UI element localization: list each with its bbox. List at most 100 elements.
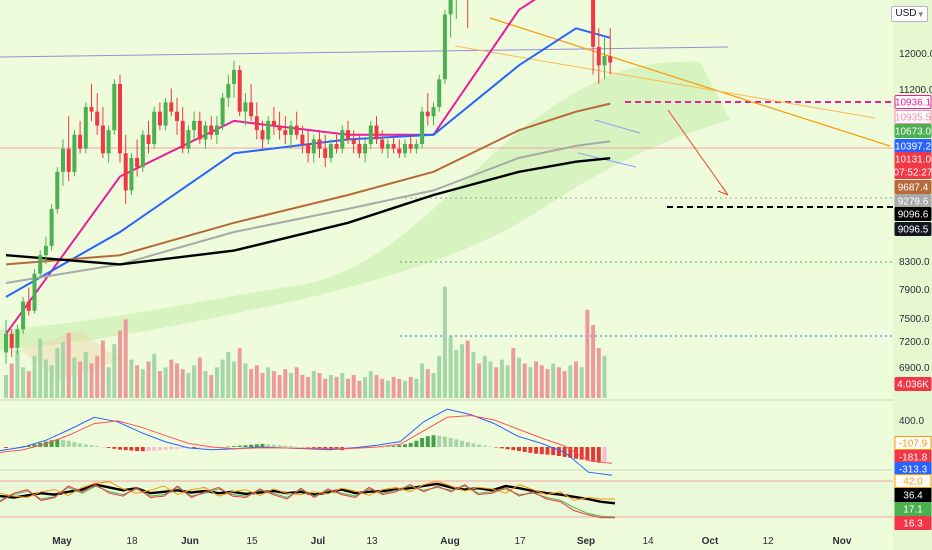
candle-body	[237, 69, 242, 112]
price-badge-label: 4.036K	[897, 380, 929, 391]
candle-body	[123, 153, 128, 191]
macd-badge-label: -181.8	[899, 453, 928, 464]
macd-histogram-bar	[596, 447, 601, 463]
macd-histogram-bar	[294, 446, 299, 448]
volume-bar	[568, 365, 573, 398]
volume-bar	[380, 378, 385, 398]
price-badge-label: 9279.6	[898, 197, 929, 208]
volume-bar	[289, 373, 293, 398]
volume-bar	[442, 286, 447, 398]
macd-histogram-bar	[140, 447, 145, 452]
volume-bar	[317, 373, 322, 398]
candle-body	[306, 144, 311, 154]
candle-body	[95, 111, 100, 126]
candle-body	[197, 120, 202, 140]
moving-average-line	[5, 102, 611, 266]
oscillator-badge-label: 17.1	[903, 505, 923, 516]
volume-bar	[556, 367, 561, 398]
price-badge	[894, 377, 932, 391]
macd-histogram-bar	[32, 444, 37, 447]
macd-histogram-bar	[157, 447, 162, 451]
macd-histogram-bar	[72, 442, 77, 447]
candle-body	[323, 148, 328, 158]
macd-histogram-bar	[260, 443, 265, 447]
macd-line	[0, 414, 613, 464]
price-badge	[894, 165, 932, 179]
candle-body	[129, 157, 134, 191]
volume-bar	[482, 355, 487, 398]
macd-histogram-bar	[83, 444, 88, 447]
volume-bar	[425, 369, 430, 398]
macd-histogram-bar	[123, 447, 128, 451]
time-axis-tick: 12	[762, 536, 774, 547]
macd-histogram-bar	[465, 442, 470, 447]
candle-body	[180, 120, 185, 149]
candle-body	[232, 69, 236, 84]
candle-body	[408, 144, 413, 149]
macd-histogram-bar	[568, 447, 573, 458]
price-badge	[894, 110, 932, 124]
volume-bar	[38, 338, 43, 398]
candle-body	[283, 130, 288, 135]
candle-body	[334, 144, 339, 149]
macd-histogram-bar	[163, 447, 168, 450]
price-badge-label: 9096.6	[898, 210, 929, 221]
candle-body	[391, 144, 396, 149]
macd-histogram-bar	[15, 447, 20, 448]
candle-body	[220, 97, 225, 126]
candle-body	[226, 83, 231, 98]
candle-body	[420, 111, 425, 145]
candle-body	[186, 130, 191, 149]
candle-body	[55, 171, 60, 209]
volume-bar	[26, 371, 31, 398]
candle-body	[112, 83, 117, 131]
volume-bar	[4, 374, 8, 398]
candle-body	[209, 125, 214, 135]
volume-bar	[140, 369, 145, 398]
macd-histogram-bar	[220, 447, 225, 448]
volume-bar	[61, 342, 65, 398]
volume-bar	[129, 359, 134, 398]
candle-body	[249, 102, 254, 117]
channel-line	[577, 152, 637, 168]
moving-average-line	[5, 140, 611, 284]
macd-histogram-bar	[55, 439, 60, 447]
macd-histogram-bar	[448, 438, 453, 447]
macd-histogram-bar	[283, 445, 288, 447]
volume-bar	[180, 369, 185, 398]
volume-bar	[43, 359, 48, 398]
candle-body	[289, 125, 293, 135]
moving-average-line	[5, 157, 611, 266]
macd-histogram-bar	[408, 442, 413, 447]
time-axis-tick: May	[52, 536, 72, 547]
volume-bar	[494, 367, 499, 398]
candle-body	[254, 116, 259, 131]
candle-body	[163, 102, 168, 126]
volume-bar	[477, 363, 482, 398]
time-axis-tick: 15	[246, 536, 258, 547]
candle-body	[300, 134, 305, 145]
candle-body	[100, 125, 105, 154]
macd-histogram-bar	[403, 444, 407, 447]
candle-body	[61, 148, 65, 172]
oscillator-badge	[894, 502, 932, 516]
volume-bar	[78, 361, 83, 398]
volume-bar	[357, 380, 362, 398]
currency-selector[interactable]: USD ▾	[891, 6, 928, 22]
macd-histogram-bar	[129, 447, 134, 451]
volume-bar	[237, 348, 242, 398]
candle-body	[425, 111, 430, 117]
candle-body	[596, 46, 601, 66]
macd-histogram-bar	[66, 440, 71, 447]
volume-bar	[528, 367, 533, 398]
time-axis-tick: Sep	[577, 536, 595, 547]
candle-body	[26, 301, 31, 311]
price-badge-label: 9687.4	[898, 183, 929, 194]
volume-bar	[152, 353, 157, 398]
macd-histogram-bar	[277, 445, 282, 447]
volume-bar	[602, 355, 607, 398]
macd-histogram-bar	[385, 446, 390, 448]
oscillator-badge-label: 16.3	[903, 519, 923, 530]
macd-histogram-bar	[391, 446, 396, 447]
